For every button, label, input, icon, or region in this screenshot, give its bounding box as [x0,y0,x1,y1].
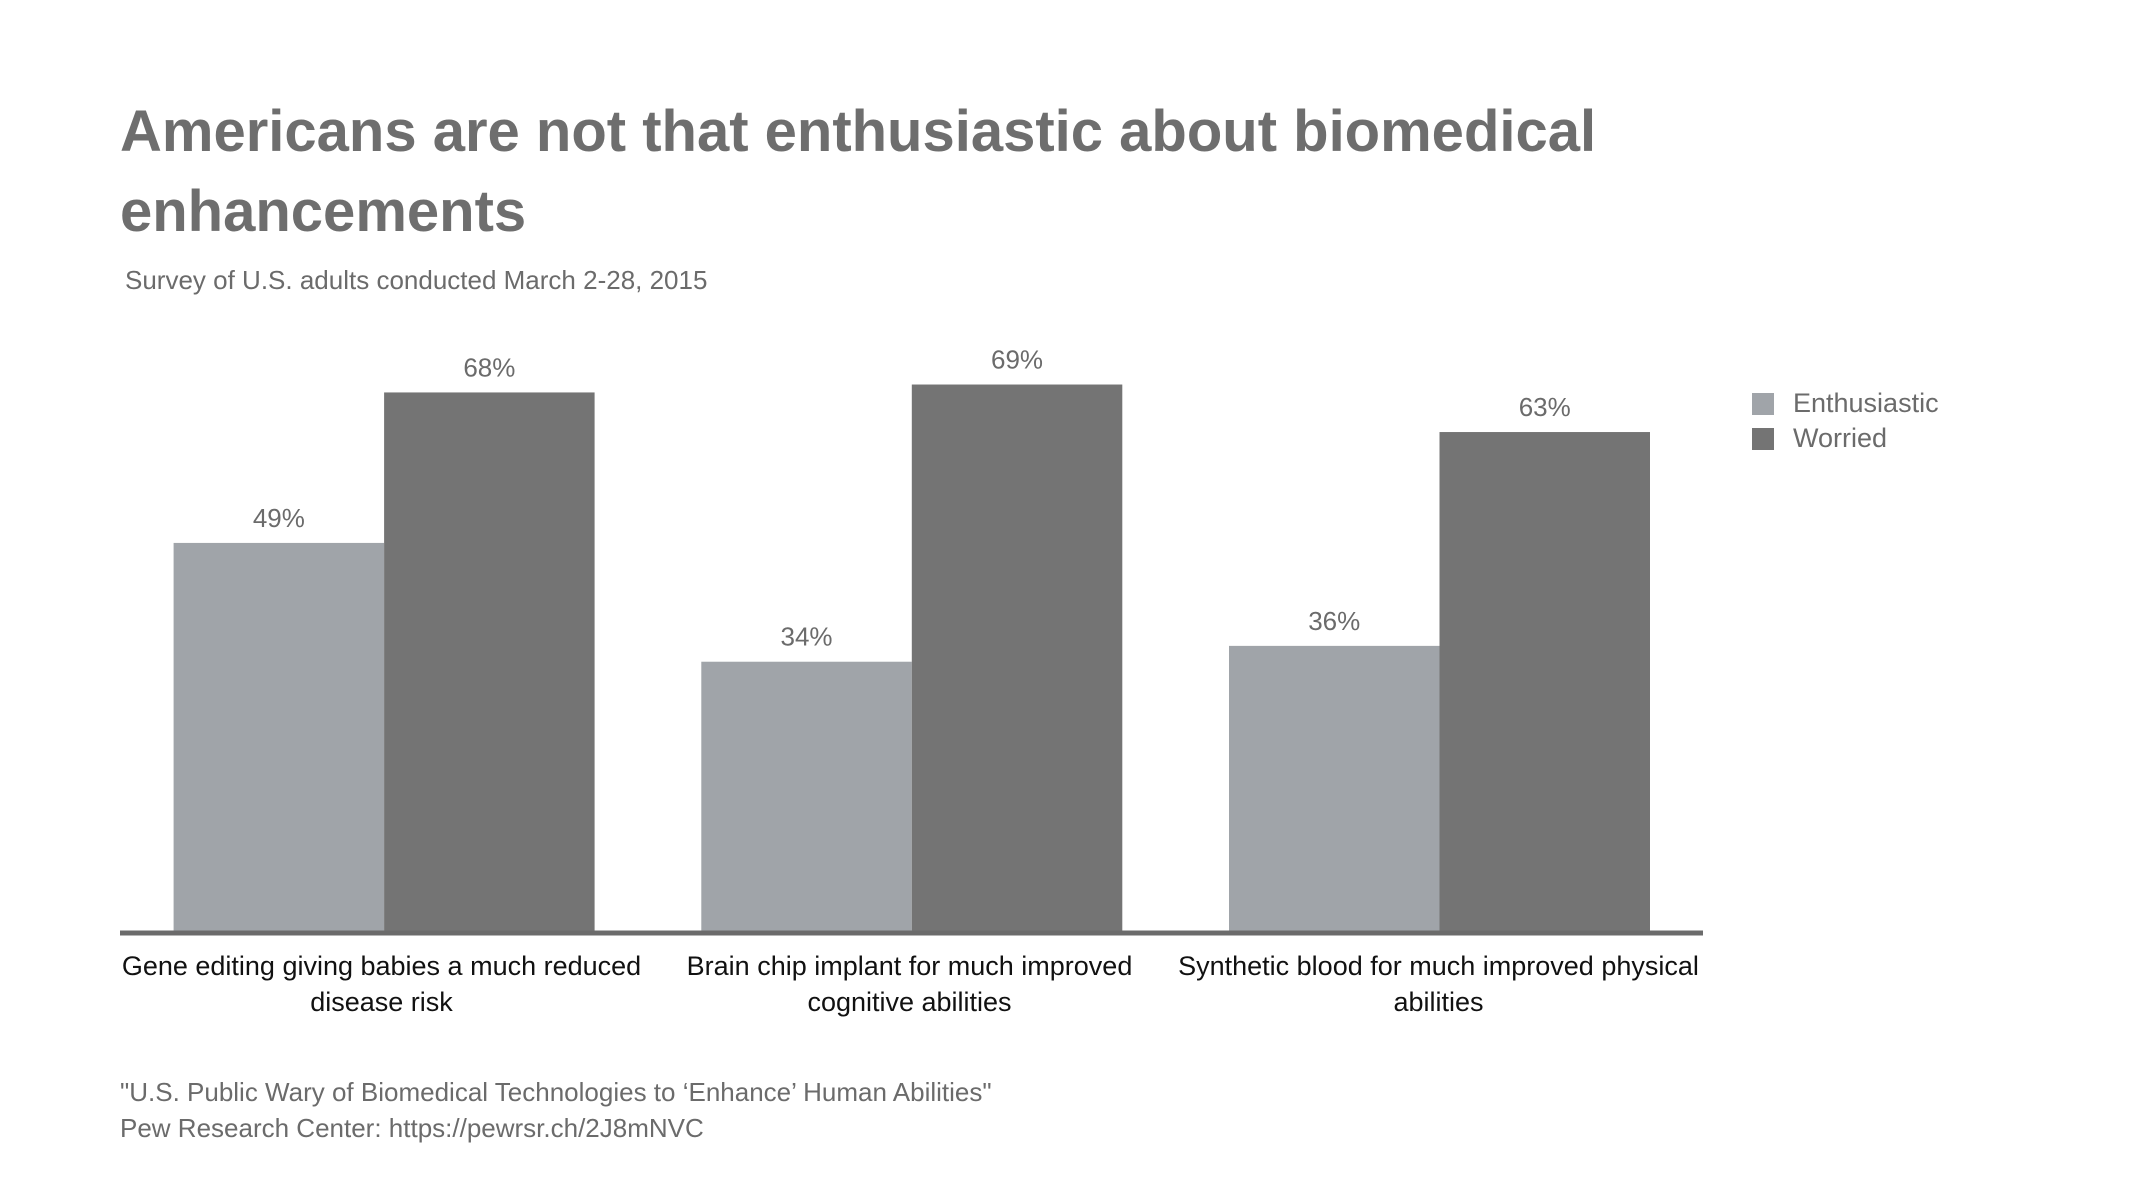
bar-worried [911,384,1123,931]
data-label: 68% [463,352,515,382]
chart-subtitle: Survey of U.S. adults conducted March 2-… [125,265,708,295]
data-label: 49% [253,503,305,533]
data-label: 63% [1519,392,1571,422]
bar-enthusiastic [701,661,912,931]
legend-label: Worried [1793,423,1888,453]
bar-enthusiastic [1229,645,1440,931]
source-title: "U.S. Public Wary of Biomedical Technolo… [120,1077,992,1107]
legend-swatch-worried [1752,427,1774,450]
bar-worried [384,392,595,931]
data-label: 34% [781,622,833,652]
legend-swatch-enthusiastic [1752,392,1774,415]
bar-enthusiastic [173,542,385,931]
x-tick-label: Brain chip implant for much improved cog… [686,951,1133,1017]
x-tick-label: Gene editing giving babies a much reduce… [121,951,642,1017]
chart-title: Americans are not that enthusiastic abou… [120,99,1597,244]
bar-worried [1439,432,1650,931]
data-label: 36% [1308,606,1360,636]
legend-item-worried: Worried [1752,423,1887,454]
source-credit: Pew Research Center: https://pewrsr.ch/2… [120,1113,704,1143]
x-tick-label: Synthetic blood for much improved physic… [1178,951,1699,1017]
data-label: 69% [991,345,1043,375]
legend-label: Enthusiastic [1793,388,1939,418]
legend-item-enthusiastic: Enthusiastic [1752,388,1939,419]
